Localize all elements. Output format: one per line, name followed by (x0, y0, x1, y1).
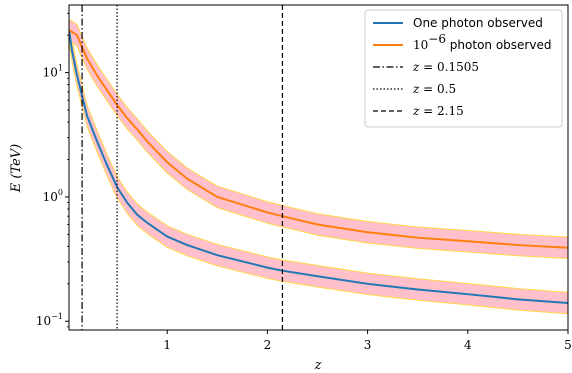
y-tick-label-2: 101 (43, 64, 63, 80)
legend-label-2: z = 0.1505 (412, 60, 479, 74)
x-tick-label-4: 5 (564, 338, 572, 352)
legend-label-1: 10−6 photon observed (413, 32, 551, 52)
y-axis-label: E (TeV) (9, 144, 24, 194)
x-tick-label-0: 1 (163, 338, 171, 352)
x-tick-label-2: 3 (364, 338, 372, 352)
series-line-0 (69, 29, 568, 305)
y-tick-label-0: 10−1 (36, 312, 63, 328)
series-line-1 (69, 29, 568, 249)
band-lower-edge-1 (69, 40, 568, 259)
x-axis-label: z (314, 358, 322, 373)
legend-label-0: One photon observed (413, 16, 543, 30)
band-upper-edge-0 (69, 19, 568, 293)
band-upper-edge-1 (69, 18, 568, 238)
band-lower-edge-0 (69, 40, 568, 315)
uncertainty-band-0 (69, 19, 568, 314)
y-tick-label-1: 100 (43, 188, 63, 204)
legend-label-3: z = 0.5 (412, 82, 456, 96)
x-axis: 1 2 3 4 5 (163, 330, 572, 352)
uncertainty-bands (69, 18, 568, 315)
y-axis: 10−1 100 101 (36, 12, 69, 328)
legend-box (364, 9, 563, 128)
reference-lines (81, 5, 284, 330)
legend-label-4: z = 2.15 (412, 104, 464, 118)
x-tick-label-1: 2 (264, 338, 272, 352)
x-tick-label-3: 4 (464, 338, 472, 352)
series-lines (69, 29, 568, 305)
legend: One photon observed 10−6 photon observed z… (364, 9, 563, 128)
plot-frame (68, 4, 569, 331)
